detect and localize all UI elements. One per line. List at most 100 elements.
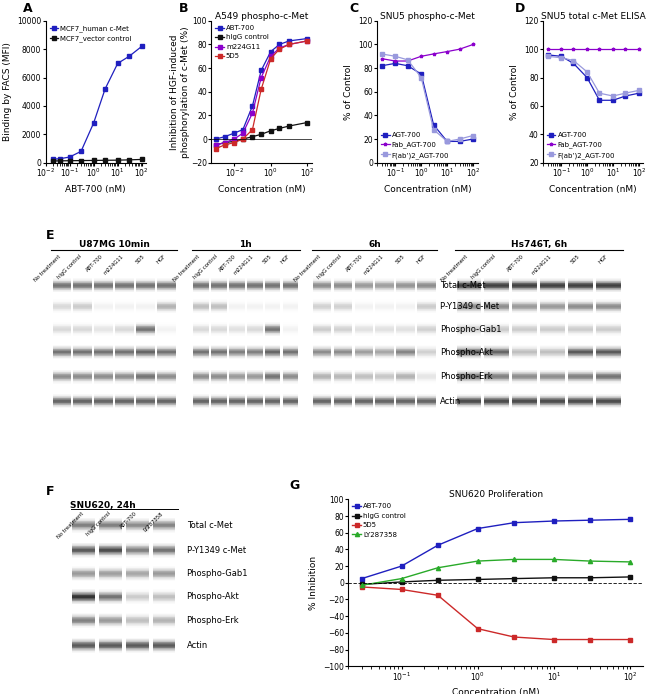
Bar xyxy=(484,289,509,290)
Bar xyxy=(136,381,155,382)
Bar xyxy=(540,396,565,397)
Bar xyxy=(115,370,134,371)
Bar xyxy=(596,288,621,289)
Bar xyxy=(211,349,227,350)
Bar xyxy=(94,306,113,307)
Bar xyxy=(247,312,263,313)
Bar xyxy=(53,351,71,352)
Text: P-Y1349 c-Met: P-Y1349 c-Met xyxy=(187,545,246,555)
Bar xyxy=(193,329,209,330)
Bar xyxy=(136,280,155,281)
Bar xyxy=(115,304,134,305)
Bar xyxy=(456,375,481,376)
Bar xyxy=(229,356,244,357)
Bar xyxy=(193,374,209,375)
Bar xyxy=(126,641,149,642)
Bar xyxy=(596,407,621,408)
Bar xyxy=(568,335,593,336)
Bar xyxy=(229,280,244,281)
Bar xyxy=(53,284,71,285)
Bar xyxy=(512,333,537,335)
Bar xyxy=(568,354,593,355)
Bar xyxy=(247,378,263,379)
Bar xyxy=(211,377,227,378)
Bar xyxy=(73,333,92,335)
Bar xyxy=(99,622,122,623)
Bar xyxy=(193,288,209,289)
Bar xyxy=(153,521,176,522)
Bar xyxy=(136,378,155,379)
Bar xyxy=(540,380,565,381)
Bar xyxy=(126,546,149,548)
Bar xyxy=(265,333,280,335)
Bar xyxy=(73,650,95,651)
Bar xyxy=(211,285,227,286)
Bar xyxy=(396,380,415,381)
Bar xyxy=(247,351,263,352)
Bar xyxy=(484,283,509,284)
Bar xyxy=(596,356,621,357)
Bar xyxy=(153,527,176,528)
Bar xyxy=(53,358,71,359)
Bar xyxy=(512,383,537,384)
Bar xyxy=(396,407,415,408)
Bar xyxy=(73,374,92,375)
Bar xyxy=(115,402,134,403)
Bar xyxy=(596,401,621,402)
Bar xyxy=(376,310,394,311)
Bar xyxy=(396,346,415,347)
Bar xyxy=(153,575,176,576)
Bar xyxy=(568,306,593,307)
Bar xyxy=(396,278,415,279)
Title: SNU5 phospho-c-Met: SNU5 phospho-c-Met xyxy=(380,12,475,21)
Bar xyxy=(376,350,394,351)
Bar xyxy=(247,304,263,305)
Bar xyxy=(73,570,95,571)
Bar xyxy=(568,300,593,301)
Bar xyxy=(396,291,415,292)
Bar xyxy=(354,402,373,403)
Bar xyxy=(540,397,565,398)
Bar xyxy=(354,372,373,373)
Bar xyxy=(333,405,352,406)
Fab_AGT-700 xyxy=(456,45,463,53)
Bar xyxy=(283,303,298,304)
Bar xyxy=(376,355,394,356)
Bar xyxy=(265,357,280,358)
Text: Phospho-Erk: Phospho-Erk xyxy=(187,616,239,625)
Bar xyxy=(265,370,280,371)
Bar xyxy=(229,407,244,408)
Bar xyxy=(313,305,331,306)
Bar xyxy=(417,397,436,398)
Bar xyxy=(53,347,71,348)
Bar xyxy=(333,350,352,351)
Bar xyxy=(512,327,537,328)
Bar xyxy=(333,358,352,359)
Bar xyxy=(229,358,244,359)
Bar xyxy=(456,301,481,302)
Bar xyxy=(157,407,176,408)
Bar xyxy=(53,287,71,288)
Bar xyxy=(73,383,92,384)
Bar xyxy=(115,401,134,402)
Bar xyxy=(126,530,149,531)
Bar xyxy=(157,313,176,314)
ABT-700 xyxy=(550,517,558,525)
Bar xyxy=(313,406,331,407)
Bar xyxy=(456,373,481,374)
Bar xyxy=(94,381,113,382)
Bar xyxy=(73,370,92,371)
Bar xyxy=(512,302,537,303)
Bar xyxy=(376,371,394,372)
Bar xyxy=(265,301,280,302)
Bar xyxy=(265,399,280,400)
Bar xyxy=(193,348,209,349)
Bar xyxy=(333,281,352,282)
Bar xyxy=(153,622,176,623)
Bar xyxy=(376,287,394,288)
Bar xyxy=(157,310,176,311)
Bar xyxy=(193,333,209,335)
Bar xyxy=(73,397,92,398)
Bar xyxy=(417,378,436,379)
Bar xyxy=(512,289,537,290)
